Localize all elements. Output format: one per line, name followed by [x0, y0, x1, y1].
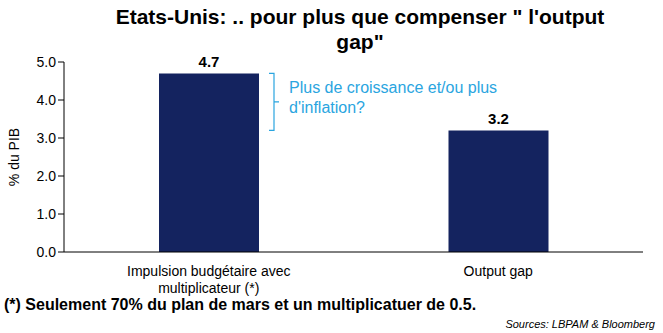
- svg-text:1.0: 1.0: [37, 206, 57, 222]
- svg-text:Output gap: Output gap: [464, 263, 533, 279]
- svg-text:4.0: 4.0: [37, 92, 57, 108]
- svg-text:Plus de croissance et/ou plusd: Plus de croissance et/ou plusd'inflation…: [289, 79, 497, 116]
- svg-text:Impulsion budgétaire avecmulti: Impulsion budgétaire avecmultiplicateur …: [127, 263, 290, 296]
- svg-text:5.0: 5.0: [37, 54, 57, 70]
- html-text:Etats-Unis: .. pour plus que c: Etats-Unis: .. pour plus que compenser "…: [115, 5, 605, 53]
- svg-text:% du PIB: % du PIB: [8, 128, 22, 186]
- html-text:(*) Seulement 70% du plan de m: (*) Seulement 70% du plan de mars et un …: [4, 296, 477, 313]
- html-text:Sources: LBPAM & Bloomberg: Sources: LBPAM & Bloomberg: [505, 318, 655, 330]
- svg-text:2.0: 2.0: [37, 168, 57, 184]
- svg-text:4.7: 4.7: [199, 53, 220, 70]
- svg-text:3.2: 3.2: [488, 110, 509, 127]
- svg-text:0.0: 0.0: [37, 244, 57, 260]
- svg-text:3.0: 3.0: [37, 130, 57, 146]
